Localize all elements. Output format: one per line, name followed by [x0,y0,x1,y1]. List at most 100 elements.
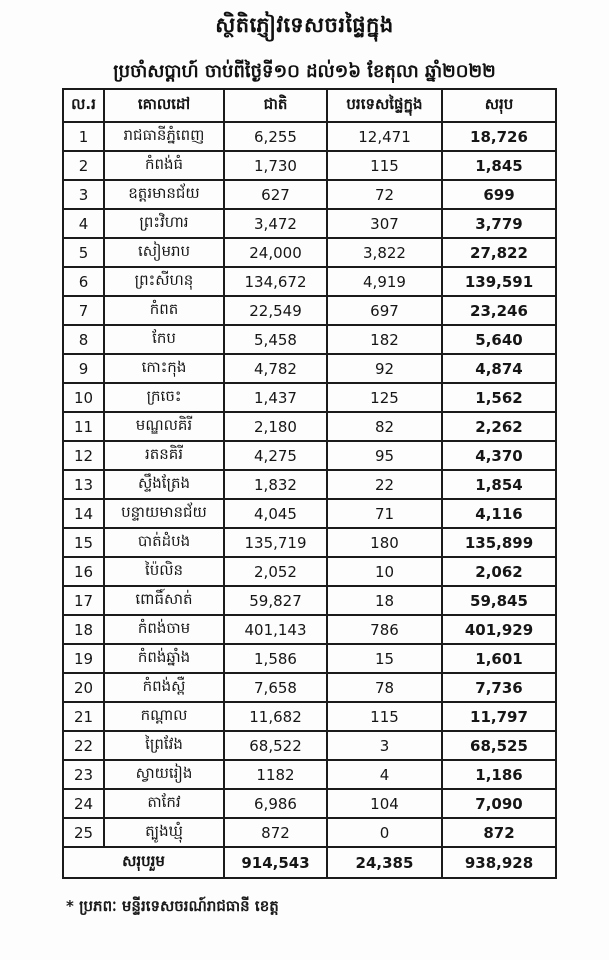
destination-cell: ត្បូងឃ្មុំ [103,817,225,848]
total-count-cell: 4,370 [441,440,557,471]
header-total: សរុប [441,88,557,123]
grand-total-label: សរុបរួម [62,846,225,879]
total-count-cell: 1,186 [441,759,557,790]
row-number-cell: 24 [62,788,105,819]
header-national: ជាតិ [223,88,328,123]
row-number-cell: 5 [62,237,105,268]
row-number-cell: 18 [62,614,105,645]
total-count-cell: 1,845 [441,150,557,181]
table-body: 1 រាជធានីភ្នំពេញ 6,255 12,471 18,726 2 កំពង់ធំ… [62,121,557,848]
row-number-cell: 10 [62,382,105,413]
total-count-cell: 18,726 [441,121,557,152]
total-count-cell: 59,845 [441,585,557,616]
foreign-count-cell: 3 [326,730,443,761]
table-row: 25 ត្បូងឃ្មុំ 872 0 872 [62,817,557,848]
header-no: ល.រ [62,88,105,123]
table-row: 1 រាជធានីភ្នំពេញ 6,255 12,471 18,726 [62,121,557,152]
total-count-cell: 2,262 [441,411,557,442]
destination-cell: កំពត [103,295,225,326]
table-row: 18 កំពង់ចាម 401,143 786 401,929 [62,614,557,645]
table-row: 7 កំពត 22,549 697 23,246 [62,295,557,326]
table-row: 9 កោះកុង 4,782 92 4,874 [62,353,557,384]
row-number-cell: 14 [62,498,105,529]
national-count-cell: 4,782 [223,353,328,384]
source-footnote: * ប្រភពៈ មន្ទីរទេសចរណ៍រាជធានី ខេត្ត [66,897,279,915]
table-row: 20 កំពង់ស្ពឺ 7,658 78 7,736 [62,672,557,703]
destination-cell: ព្រៃវែង [103,730,225,761]
national-count-cell: 5,458 [223,324,328,355]
national-count-cell: 6,986 [223,788,328,819]
table-row: 12 រតនគិរី 4,275 95 4,370 [62,440,557,471]
header-row: ល.រ គោលដៅ ជាតិ បរទេសផ្ទៃក្នុង សរុប [62,88,557,123]
total-count-cell: 401,929 [441,614,557,645]
foreign-count-cell: 4,919 [326,266,443,297]
row-number-cell: 23 [62,759,105,790]
total-count-cell: 2,062 [441,556,557,587]
row-number-cell: 7 [62,295,105,326]
destination-cell: សៀមរាប [103,237,225,268]
total-count-cell: 139,591 [441,266,557,297]
total-count-cell: 7,736 [441,672,557,703]
destination-cell: ព្រះវិហារ [103,208,225,239]
destination-cell: រាជធានីភ្នំពេញ [103,121,225,152]
foreign-count-cell: 78 [326,672,443,703]
national-count-cell: 2,180 [223,411,328,442]
table-row: 14 បន្ទាយមានជ័យ 4,045 71 4,116 [62,498,557,529]
row-number-cell: 13 [62,469,105,500]
destination-cell: បាត់ដំបង [103,527,225,558]
national-count-cell: 401,143 [223,614,328,645]
row-number-cell: 2 [62,150,105,181]
destination-cell: ស្ទឹងត្រែង [103,469,225,500]
total-count-cell: 3,779 [441,208,557,239]
table-row: 23 ស្វាយរៀង 1182 4 1,186 [62,759,557,790]
grand-total-national: 914,543 [223,846,328,879]
foreign-count-cell: 104 [326,788,443,819]
national-count-cell: 1,586 [223,643,328,674]
national-count-cell: 11,682 [223,701,328,732]
row-number-cell: 11 [62,411,105,442]
foreign-count-cell: 15 [326,643,443,674]
national-count-cell: 627 [223,179,328,210]
total-count-cell: 7,090 [441,788,557,819]
foreign-count-cell: 182 [326,324,443,355]
national-count-cell: 68,522 [223,730,328,761]
table-row: 6 ព្រះសីហនុ 134,672 4,919 139,591 [62,266,557,297]
page-subtitle: ប្រចាំសប្តាហ៍ ចាប់ពីថ្ងៃទី១០ ដល់១៦ ខែតុល… [113,61,496,82]
national-count-cell: 135,719 [223,527,328,558]
destination-cell: កណ្តាល [103,701,225,732]
destination-cell: ប៉ៃលិន [103,556,225,587]
foreign-count-cell: 786 [326,614,443,645]
destination-cell: មណ្ឌលគិរី [103,411,225,442]
destination-cell: កំពង់ស្ពឺ [103,672,225,703]
row-number-cell: 16 [62,556,105,587]
national-count-cell: 24,000 [223,237,328,268]
table-row: 8 កែប 5,458 182 5,640 [62,324,557,355]
total-count-cell: 4,116 [441,498,557,529]
table-row: 19 កំពង់ឆ្នាំង 1,586 15 1,601 [62,643,557,674]
national-count-cell: 59,827 [223,585,328,616]
row-number-cell: 22 [62,730,105,761]
row-number-cell: 3 [62,179,105,210]
foreign-count-cell: 10 [326,556,443,587]
row-number-cell: 9 [62,353,105,384]
destination-cell: កែប [103,324,225,355]
row-number-cell: 15 [62,527,105,558]
table-row: 4 ព្រះវិហារ 3,472 307 3,779 [62,208,557,239]
national-count-cell: 4,275 [223,440,328,471]
destination-cell: តាកែវ [103,788,225,819]
destination-cell: កំពង់ចាម [103,614,225,645]
foreign-count-cell: 82 [326,411,443,442]
table-row: 21 កណ្តាល 11,682 115 11,797 [62,701,557,732]
destination-cell: ក្រចេះ [103,382,225,413]
foreign-count-cell: 72 [326,179,443,210]
national-count-cell: 3,472 [223,208,328,239]
grand-total-row: សរុបរួម 914,543 24,385 938,928 [62,846,557,879]
destination-cell: កោះកុង [103,353,225,384]
total-count-cell: 1,562 [441,382,557,413]
total-count-cell: 699 [441,179,557,210]
foreign-count-cell: 307 [326,208,443,239]
foreign-count-cell: 3,822 [326,237,443,268]
table-header: ល.រ គោលដៅ ជាតិ បរទេសផ្ទៃក្នុង សរុប [62,88,557,123]
header-destination: គោលដៅ [103,88,225,123]
